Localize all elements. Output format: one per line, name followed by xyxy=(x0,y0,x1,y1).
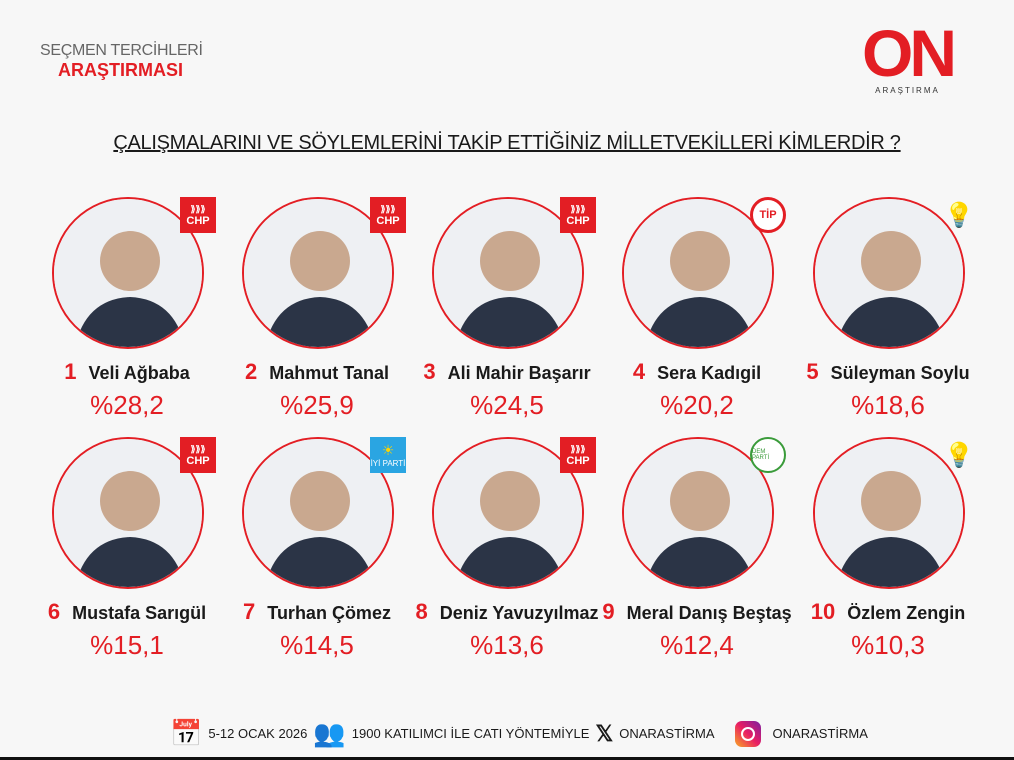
candidate-rank: 2 xyxy=(245,359,258,384)
candidate-photo xyxy=(813,437,965,589)
tip-logo-icon: TİP xyxy=(750,197,786,233)
candidate-rank: 5 xyxy=(806,359,819,384)
instagram-icon xyxy=(734,720,761,747)
candidate-percentage: %12,4 xyxy=(660,630,734,660)
candidate-card: ⟫⟫⟫ CHP 8 Deniz Yavuzyılmaz %13,6 xyxy=(412,437,602,667)
candidate-card: ⟫⟫⟫ CHP 6 Mustafa Sarıgül %15,1 xyxy=(32,437,222,667)
candidate-name: 2 Mahmut Tanal xyxy=(245,359,389,384)
chp-logo-icon: ⟫⟫⟫ CHP xyxy=(370,197,406,233)
candidate-name: 6 Mustafa Sarıgül xyxy=(47,599,207,624)
candidate-rank: 4 xyxy=(632,359,646,384)
candidate-percentage: %13,6 xyxy=(470,630,544,660)
candidate-card: ☀ İYİ PARTİ 7 Turhan Çömez %14,5 xyxy=(222,437,412,667)
candidate-card: DEM PARTİ 9 Meral Danış Beştaş %12,4 xyxy=(602,437,792,667)
calendar-icon: 📅 xyxy=(170,718,203,748)
candidate-name: 9 Meral Danış Beştaş xyxy=(602,599,792,624)
candidate-name: 7 Turhan Çömez xyxy=(243,599,391,624)
logo-main: ON xyxy=(862,16,957,90)
footer-method: 1900 KATILIMCI İLE CATI YÖNTEMİYLE xyxy=(351,726,590,741)
candidate-percentage: %28,2 xyxy=(90,390,164,420)
on-arastirma-logo: ON ARAŞTIRMA xyxy=(855,16,960,95)
candidate-name: 1 Veli Ağbaba xyxy=(64,359,190,384)
chp-logo-icon: ⟫⟫⟫ CHP xyxy=(180,437,216,473)
candidate-name: 8 Deniz Yavuzyılmaz xyxy=(415,599,599,624)
divider xyxy=(0,757,1014,760)
candidate-percentage: %14,5 xyxy=(280,630,354,660)
chp-logo-icon: ⟫⟫⟫ CHP xyxy=(560,197,596,233)
header-line1: SEÇMEN TERCİHLERİ xyxy=(40,42,203,59)
candidate-percentage: %18,6 xyxy=(851,390,925,420)
candidate-rank: 8 xyxy=(415,599,428,624)
users-icon: 👥 xyxy=(313,718,346,748)
chp-logo-icon: ⟫⟫⟫ CHP xyxy=(560,437,596,473)
candidate-name: 3 Ali Mahir Başarır xyxy=(423,359,591,384)
x-icon: 𝕏 xyxy=(595,720,614,746)
candidate-percentage: %15,1 xyxy=(90,630,164,660)
candidate-card: 💡 10 Özlem Zengin %10,3 xyxy=(793,437,983,667)
candidate-card: 💡 5 Süleyman Soylu %18,6 xyxy=(793,197,983,427)
candidate-photo xyxy=(242,197,394,349)
candidate-rank: 7 xyxy=(243,599,256,624)
page-title: ÇALIŞMALARINI VE SÖYLEMLERİNİ TAKİP ETTİ… xyxy=(113,132,901,154)
candidate-rank: 1 xyxy=(64,359,77,384)
candidate-photo xyxy=(242,437,394,589)
logo-sub: ARAŞTIRMA xyxy=(875,86,940,95)
candidate-card: TİP 4 Sera Kadıgil %20,2 xyxy=(602,197,792,427)
candidate-percentage: %10,3 xyxy=(851,630,925,660)
candidate-photo xyxy=(52,197,204,349)
chp-logo-icon: ⟫⟫⟫ CHP xyxy=(180,197,216,233)
candidate-card: ⟫⟫⟫ CHP 3 Ali Mahir Başarır %24,5 xyxy=(412,197,602,427)
candidate-photo xyxy=(432,437,584,589)
footer-ig-handle: ONARASTİRMA xyxy=(772,726,868,741)
footer: 📅 5-12 OCAK 2026 👥 1900 KATILIMCI İLE CA… xyxy=(170,718,868,749)
footer-date: 5-12 OCAK 2026 xyxy=(208,726,308,741)
candidate-photo xyxy=(432,197,584,349)
candidate-percentage: %25,9 xyxy=(280,390,354,420)
footer-x-handle: ONARASTİRMA xyxy=(619,726,715,741)
candidate-rank: 9 xyxy=(602,599,615,624)
candidate-percentage: %24,5 xyxy=(470,390,544,420)
candidate-rank: 10 xyxy=(810,599,836,624)
candidate-name: 4 Sera Kadıgil xyxy=(632,359,762,384)
lightbulb-icon: 💡 xyxy=(944,441,974,469)
dem-parti-logo-icon: DEM PARTİ xyxy=(750,437,786,473)
candidate-rank: 3 xyxy=(423,359,436,384)
candidate-photo xyxy=(622,197,774,349)
candidate-photo xyxy=(622,437,774,589)
iyi-parti-logo-icon: ☀ İYİ PARTİ xyxy=(370,437,406,473)
candidate-name: 5 Süleyman Soylu xyxy=(806,359,970,384)
header-line2: ARAŞTIRMASI xyxy=(58,60,183,80)
candidate-photo xyxy=(813,197,965,349)
candidate-name: 10 Özlem Zengin xyxy=(810,599,966,624)
candidate-card: ⟫⟫⟫ CHP 2 Mahmut Tanal %25,9 xyxy=(222,197,412,427)
candidate-card: ⟫⟫⟫ CHP 1 Veli Ağbaba %28,2 xyxy=(32,197,222,427)
candidate-photo xyxy=(52,437,204,589)
candidate-percentage: %20,2 xyxy=(660,390,734,420)
candidate-rank: 6 xyxy=(47,599,61,624)
lightbulb-icon: 💡 xyxy=(944,201,974,229)
